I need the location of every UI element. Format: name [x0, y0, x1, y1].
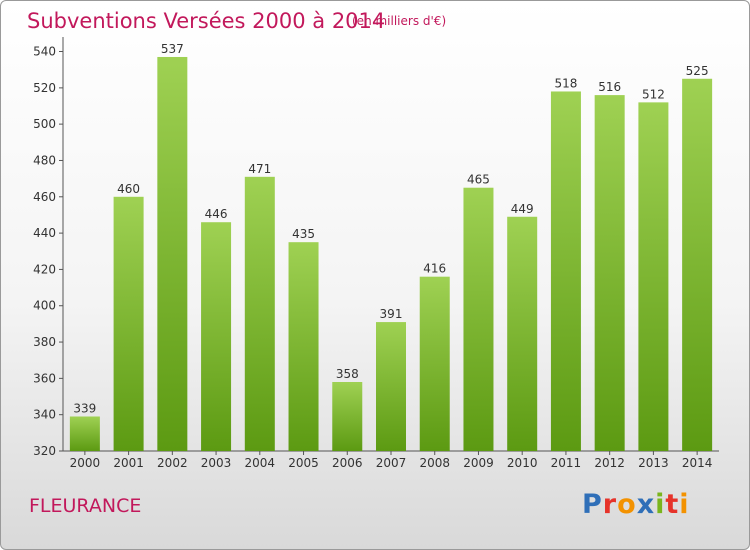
town-name: FLEURANCE: [29, 495, 142, 517]
value-label-2008: 416: [423, 262, 446, 276]
value-label-2002: 537: [161, 42, 184, 56]
bar-2005: [288, 242, 319, 451]
x-tick-label-2009: 2009: [463, 456, 494, 470]
logo-letter: P: [582, 489, 603, 520]
value-label-2009: 465: [467, 173, 490, 187]
bar-2014: [682, 78, 713, 452]
value-label-2014: 525: [686, 64, 709, 78]
x-tick-label-2005: 2005: [288, 456, 319, 470]
value-label-2004: 471: [248, 162, 271, 176]
value-label-2003: 446: [205, 207, 228, 221]
y-tick-label: 360: [33, 371, 56, 385]
logo-letter: r: [602, 489, 618, 520]
x-tick-label-2007: 2007: [376, 456, 407, 470]
value-label-2005: 435: [292, 227, 315, 241]
y-tick-label: 500: [33, 117, 56, 131]
proxiti-logo: Proxiti: [582, 489, 690, 520]
y-tick-label: 460: [33, 190, 56, 204]
x-tick-label-2000: 2000: [70, 456, 101, 470]
y-tick-label: 380: [33, 335, 56, 349]
bar-2013: [638, 102, 669, 452]
x-tick-label-2006: 2006: [332, 456, 363, 470]
x-tick-label-2008: 2008: [419, 456, 450, 470]
bar-2004: [244, 176, 275, 451]
bar-2003: [201, 222, 232, 451]
bar-2006: [332, 382, 363, 451]
value-label-2001: 460: [117, 182, 140, 196]
bar-2008: [419, 276, 450, 451]
bar-2012: [594, 95, 625, 452]
y-tick-label: 340: [33, 408, 56, 422]
y-tick-label: 520: [33, 81, 56, 95]
bar-2007: [376, 322, 406, 451]
value-label-2000: 339: [73, 402, 96, 416]
y-tick-label: 440: [33, 226, 56, 240]
y-tick-label: 420: [33, 262, 56, 276]
chart-title: Subventions Versées 2000 à 2014: [27, 9, 386, 33]
logo-letter: i: [655, 489, 666, 520]
bar-2002: [157, 56, 188, 451]
value-label-2012: 516: [598, 80, 621, 94]
value-label-2011: 518: [554, 76, 577, 90]
value-label-2013: 512: [642, 87, 665, 101]
y-tick-label: 320: [33, 444, 56, 458]
x-tick-label-2003: 2003: [201, 456, 232, 470]
x-tick-label-2012: 2012: [594, 456, 625, 470]
x-tick-label-2010: 2010: [507, 456, 538, 470]
x-tick-label-2013: 2013: [638, 456, 669, 470]
y-tick-label: 400: [33, 299, 56, 313]
value-label-2010: 449: [511, 202, 534, 216]
value-label-2006: 358: [336, 367, 359, 381]
bar-2011: [550, 91, 581, 451]
y-tick-label: 480: [33, 153, 56, 167]
bar-2009: [463, 187, 494, 452]
chart-unit: (en milliers d'€): [352, 14, 447, 28]
bar-2001: [113, 196, 144, 451]
logo-letter: t: [665, 489, 680, 520]
x-tick-label-2001: 2001: [113, 456, 144, 470]
y-tick-label: 540: [33, 45, 56, 59]
logo-letter: o: [617, 489, 637, 520]
x-tick-label-2004: 2004: [245, 456, 276, 470]
bar-2000: [69, 416, 100, 451]
x-tick-label-2011: 2011: [551, 456, 582, 470]
x-tick-label-2014: 2014: [682, 456, 713, 470]
bar-2010: [507, 216, 538, 451]
x-tick-label-2002: 2002: [157, 456, 188, 470]
value-label-2007: 391: [380, 307, 403, 321]
logo-letter: x: [636, 489, 656, 520]
logo-letter: i: [679, 489, 690, 520]
